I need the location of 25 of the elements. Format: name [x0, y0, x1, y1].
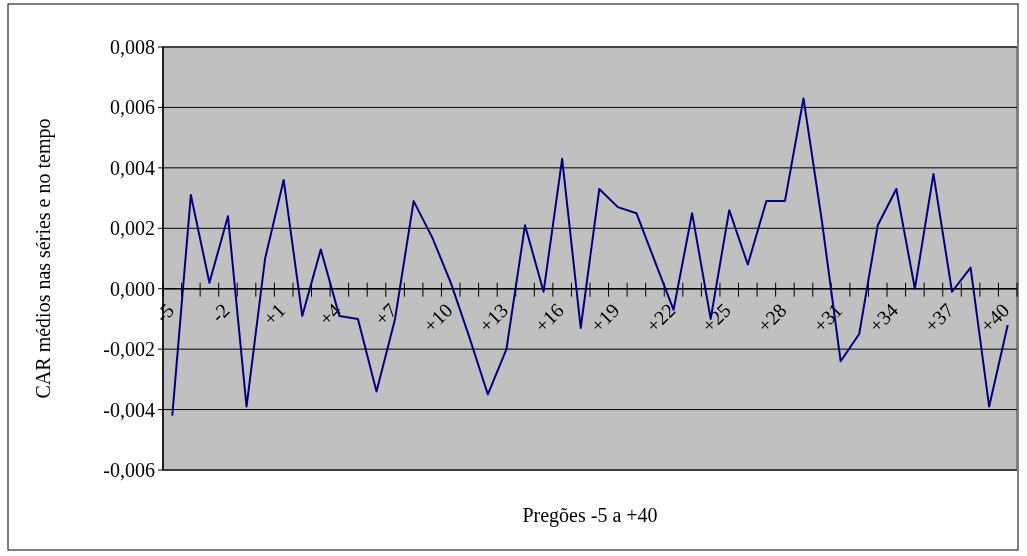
x-tick-label: +37: [920, 298, 958, 337]
y-tick-label: -0,004: [103, 398, 155, 421]
x-tick-label: +22: [641, 298, 680, 337]
x-tick-label: +40: [975, 298, 1014, 337]
x-axis-title: Pregões -5 a +40: [522, 504, 658, 527]
x-tick-label: +25: [697, 298, 736, 337]
x-tick-label: +13: [474, 298, 513, 337]
x-tick-label: +34: [864, 298, 903, 337]
y-tick-label: -0,006: [103, 459, 155, 481]
x-tick-label: +28: [753, 298, 791, 337]
x-tick-label: +10: [418, 298, 457, 337]
y-tick-label: 0,002: [110, 217, 155, 240]
x-tick-label: +19: [585, 298, 624, 337]
y-axis-title: CAR médios nas séries e no tempo: [32, 118, 55, 399]
y-tick-label: -0,002: [103, 338, 155, 361]
x-tick-label: +7: [370, 298, 401, 330]
y-tick-label: 0,006: [110, 96, 155, 119]
x-tick-label: -2: [206, 298, 234, 327]
y-tick-label: 0,000: [110, 277, 155, 300]
x-tick-label: +1: [258, 298, 290, 330]
y-tick-label: 0,008: [110, 36, 155, 58]
x-tick-label: +31: [808, 298, 847, 337]
x-tick-label: -5: [150, 298, 179, 327]
y-tick-label: 0,004: [110, 156, 155, 179]
x-tick-label: +16: [530, 298, 568, 337]
